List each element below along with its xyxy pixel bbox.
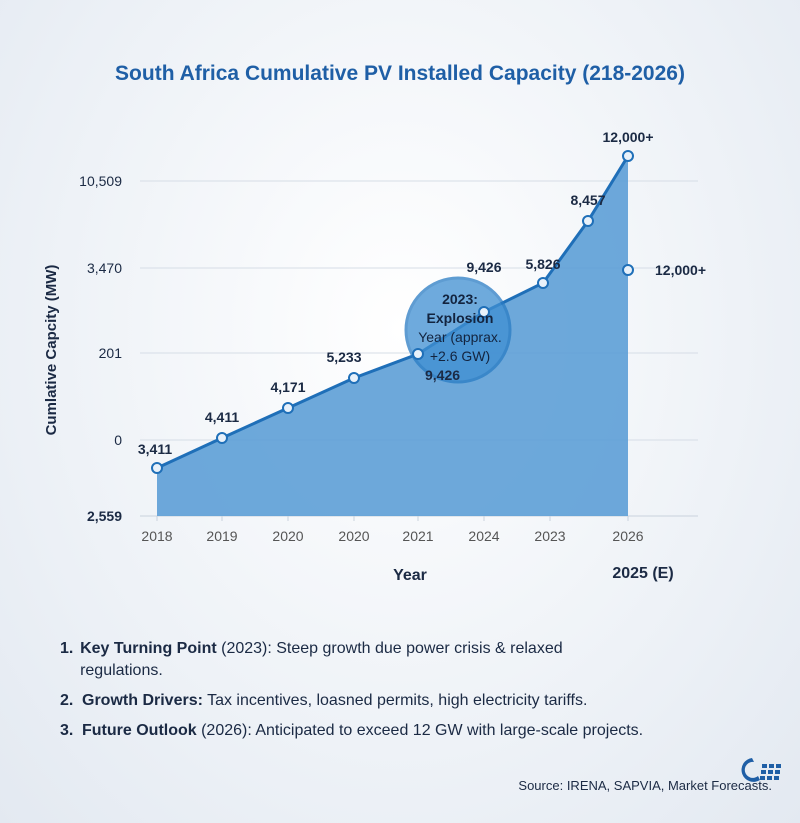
data-label: 8,457: [570, 192, 605, 208]
chart-title: South Africa Cumulative PV Installed Cap…: [115, 62, 685, 85]
x-tick-label: 2020: [272, 528, 303, 544]
solar-logo-icon: [741, 758, 781, 782]
data-label: 4,411: [205, 409, 239, 425]
data-label: 5,233: [326, 349, 361, 365]
y-tick-label: 2,559: [87, 508, 122, 524]
data-label: 3,411: [138, 441, 172, 457]
data-point: [622, 150, 634, 162]
data-label: 9,426: [466, 259, 501, 275]
note-number: 1.: [60, 640, 74, 657]
x-extra-label: 2025 (E): [612, 565, 673, 582]
data-label: 12,000+: [603, 129, 654, 145]
note-text: (2023): Steep growth due power crisis & …: [80, 640, 563, 679]
note-text: (2026): Anticipated to exceed 12 GW with…: [196, 722, 644, 739]
note-heading: Growth Drivers:: [82, 692, 203, 709]
y-tick-label: 0: [114, 432, 122, 448]
annotation-text: Explosion: [427, 310, 494, 326]
notes-list: 1. Key Turning Point (2023): Steep growth…: [60, 638, 643, 750]
x-tick-label: 2019: [206, 528, 237, 544]
data-label: 9,426: [425, 367, 460, 383]
data-point: [151, 462, 163, 474]
note-item: 1. Key Turning Point (2023): Steep growth…: [60, 638, 600, 682]
annotation-text: 2023:: [442, 291, 478, 307]
annotation-bubble: [404, 276, 512, 384]
data-point: [582, 215, 594, 227]
data-point: [478, 306, 490, 318]
y-tick-label: 201: [99, 345, 123, 361]
note-number: 2.: [60, 692, 74, 709]
x-tick-label: 2024: [468, 528, 499, 544]
x-tick-label: 2020: [338, 528, 369, 544]
note-text: Tax incentives, loasned permits, high el…: [202, 692, 588, 709]
x-tick-label: 2018: [141, 528, 172, 544]
x-axis-label: Year: [393, 567, 427, 584]
y-axis-label: Cumlative Capcity (MW): [43, 265, 60, 436]
note-heading: Future Outlook: [82, 722, 197, 739]
data-point: [348, 372, 360, 384]
annotation-text: +2.6 GW): [430, 348, 490, 364]
note-item: 3. Future Outlook (2026): Anticipated to …: [60, 720, 643, 742]
x-tick-label: 2026: [612, 528, 643, 544]
extra-data-point: [622, 264, 634, 276]
data-label: 4,171: [270, 379, 305, 395]
note-item: 2. Growth Drivers: Tax incentives, loasne…: [60, 690, 643, 712]
data-point: [282, 402, 294, 414]
area-chart: 2,559 0 201 3,470 10,509 2018 2019 2020 2020 2021…: [43, 129, 706, 584]
x-tick-label: 2023: [534, 528, 565, 544]
data-point: [216, 432, 228, 444]
data-point: [412, 348, 424, 360]
area-fill: [157, 156, 628, 516]
source-note: Source: IRENA, SAPVIA, Market Forecasts.: [518, 778, 772, 793]
note-number: 3.: [60, 722, 74, 739]
data-label: 5,826: [525, 256, 560, 272]
annotation-text: Year (apprax.: [418, 329, 502, 345]
y-tick-label: 10,509: [79, 173, 122, 189]
data-point: [537, 277, 549, 289]
extra-data-label: 12,000+: [655, 262, 706, 278]
x-tick-label: 2021: [402, 528, 433, 544]
note-heading: Key Turning Point: [80, 640, 217, 657]
y-tick-label: 3,470: [87, 260, 122, 276]
